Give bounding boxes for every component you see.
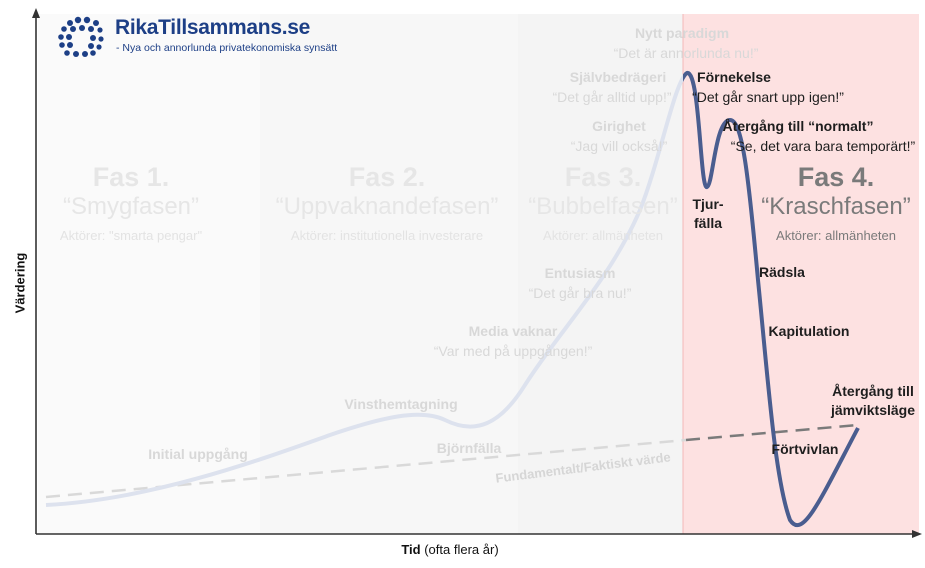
stage-sjalvbedrageri-quote: “Det går alltid upp!” — [552, 89, 672, 105]
logo-subtitle: - Nya och annorlunda privatekonomiska sy… — [116, 42, 338, 54]
stage-tjurfalla-2: fälla — [693, 215, 723, 231]
stage-jamvikt-2: jämviktsläge — [830, 402, 916, 418]
phase3-actors: Aktörer: allmänheten — [543, 228, 663, 243]
x-axis-arrow — [912, 530, 922, 538]
stage-bjornfalla: Björnfälla — [436, 440, 502, 456]
y-axis-label: Värdering — [12, 252, 28, 314]
phase1-name: “Smygfasen” — [62, 193, 200, 220]
x-axis-label: Tid (ofta flera år) — [401, 542, 498, 557]
stage-girighet-quote: “Jag vill också!” — [570, 138, 668, 154]
stage-atergang-normalt: Återgång till “normalt” — [722, 118, 874, 134]
stage-entusiasm-quote: “Det går bra nu!” — [528, 285, 632, 301]
stage-entusiasm: Entusiasm — [544, 265, 616, 281]
phase2-actors: Aktörer: institutionella investerare — [290, 228, 484, 243]
stage-kapitulation: Kapitulation — [768, 323, 850, 339]
stage-radsla: Rädsla — [759, 264, 805, 280]
stage-atergang-normalt-quote: “Se, det vara bara temporärt!” — [730, 138, 916, 154]
stage-nytt-paradigm-quote: “Det är annorlunda nu!” — [613, 45, 759, 61]
phase2-band — [260, 14, 518, 534]
stage-girighet: Girighet — [592, 118, 646, 134]
phase1-title: Fas 1. — [92, 162, 170, 192]
stage-tjurfalla-1: Tjur- — [692, 196, 724, 212]
fundamental-line — [45, 438, 687, 499]
logo-dots-icon — [58, 16, 104, 57]
stage-sjalvbedrageri: Självbedrägeri — [569, 69, 667, 85]
phase3-title: Fas 3. — [564, 162, 642, 192]
stage-media: Media vaknar — [468, 323, 558, 339]
phase3-name: “Bubbelfasen” — [528, 193, 678, 220]
phase1-band — [38, 14, 260, 534]
stage-jamvikt-1: Återgång till — [832, 383, 914, 399]
phase1-actors: Aktörer: "smarta pengar" — [59, 228, 203, 243]
stage-initial: Initial uppgång — [148, 446, 248, 462]
fundamental-line-crash — [685, 423, 859, 442]
phase4-name: “Kraschfasen” — [761, 193, 911, 220]
stage-vinsthemtagning: Vinsthemtagning — [344, 396, 458, 412]
value-curve-crash — [683, 70, 860, 528]
y-axis-arrow — [32, 8, 40, 18]
stage-media-quote: “Var med på uppgången!” — [433, 343, 593, 359]
stage-fornekelse: Förnekelse — [697, 69, 771, 85]
phase4-actors: Aktörer: allmänheten — [776, 228, 896, 243]
phase2-name: “Uppvaknandefasen” — [275, 193, 499, 220]
phase4-title: Fas 4. — [797, 162, 875, 192]
x-axis-label-bold: Tid — [401, 542, 421, 557]
logo-title: RikaTillsammans.se — [115, 16, 310, 39]
stage-fortvivlan: Förtvivlan — [771, 441, 839, 457]
stage-fornekelse-quote: “Det går snart upp igen!” — [692, 89, 844, 105]
logo: RikaTillsammans.se - Nya och annorlunda … — [56, 16, 356, 60]
phase4-band — [683, 14, 919, 534]
x-axis-label-rest: (ofta flera år) — [420, 542, 499, 557]
phase2-title: Fas 2. — [348, 162, 426, 192]
stage-nytt-paradigm: Nytt paradigm — [634, 25, 730, 41]
